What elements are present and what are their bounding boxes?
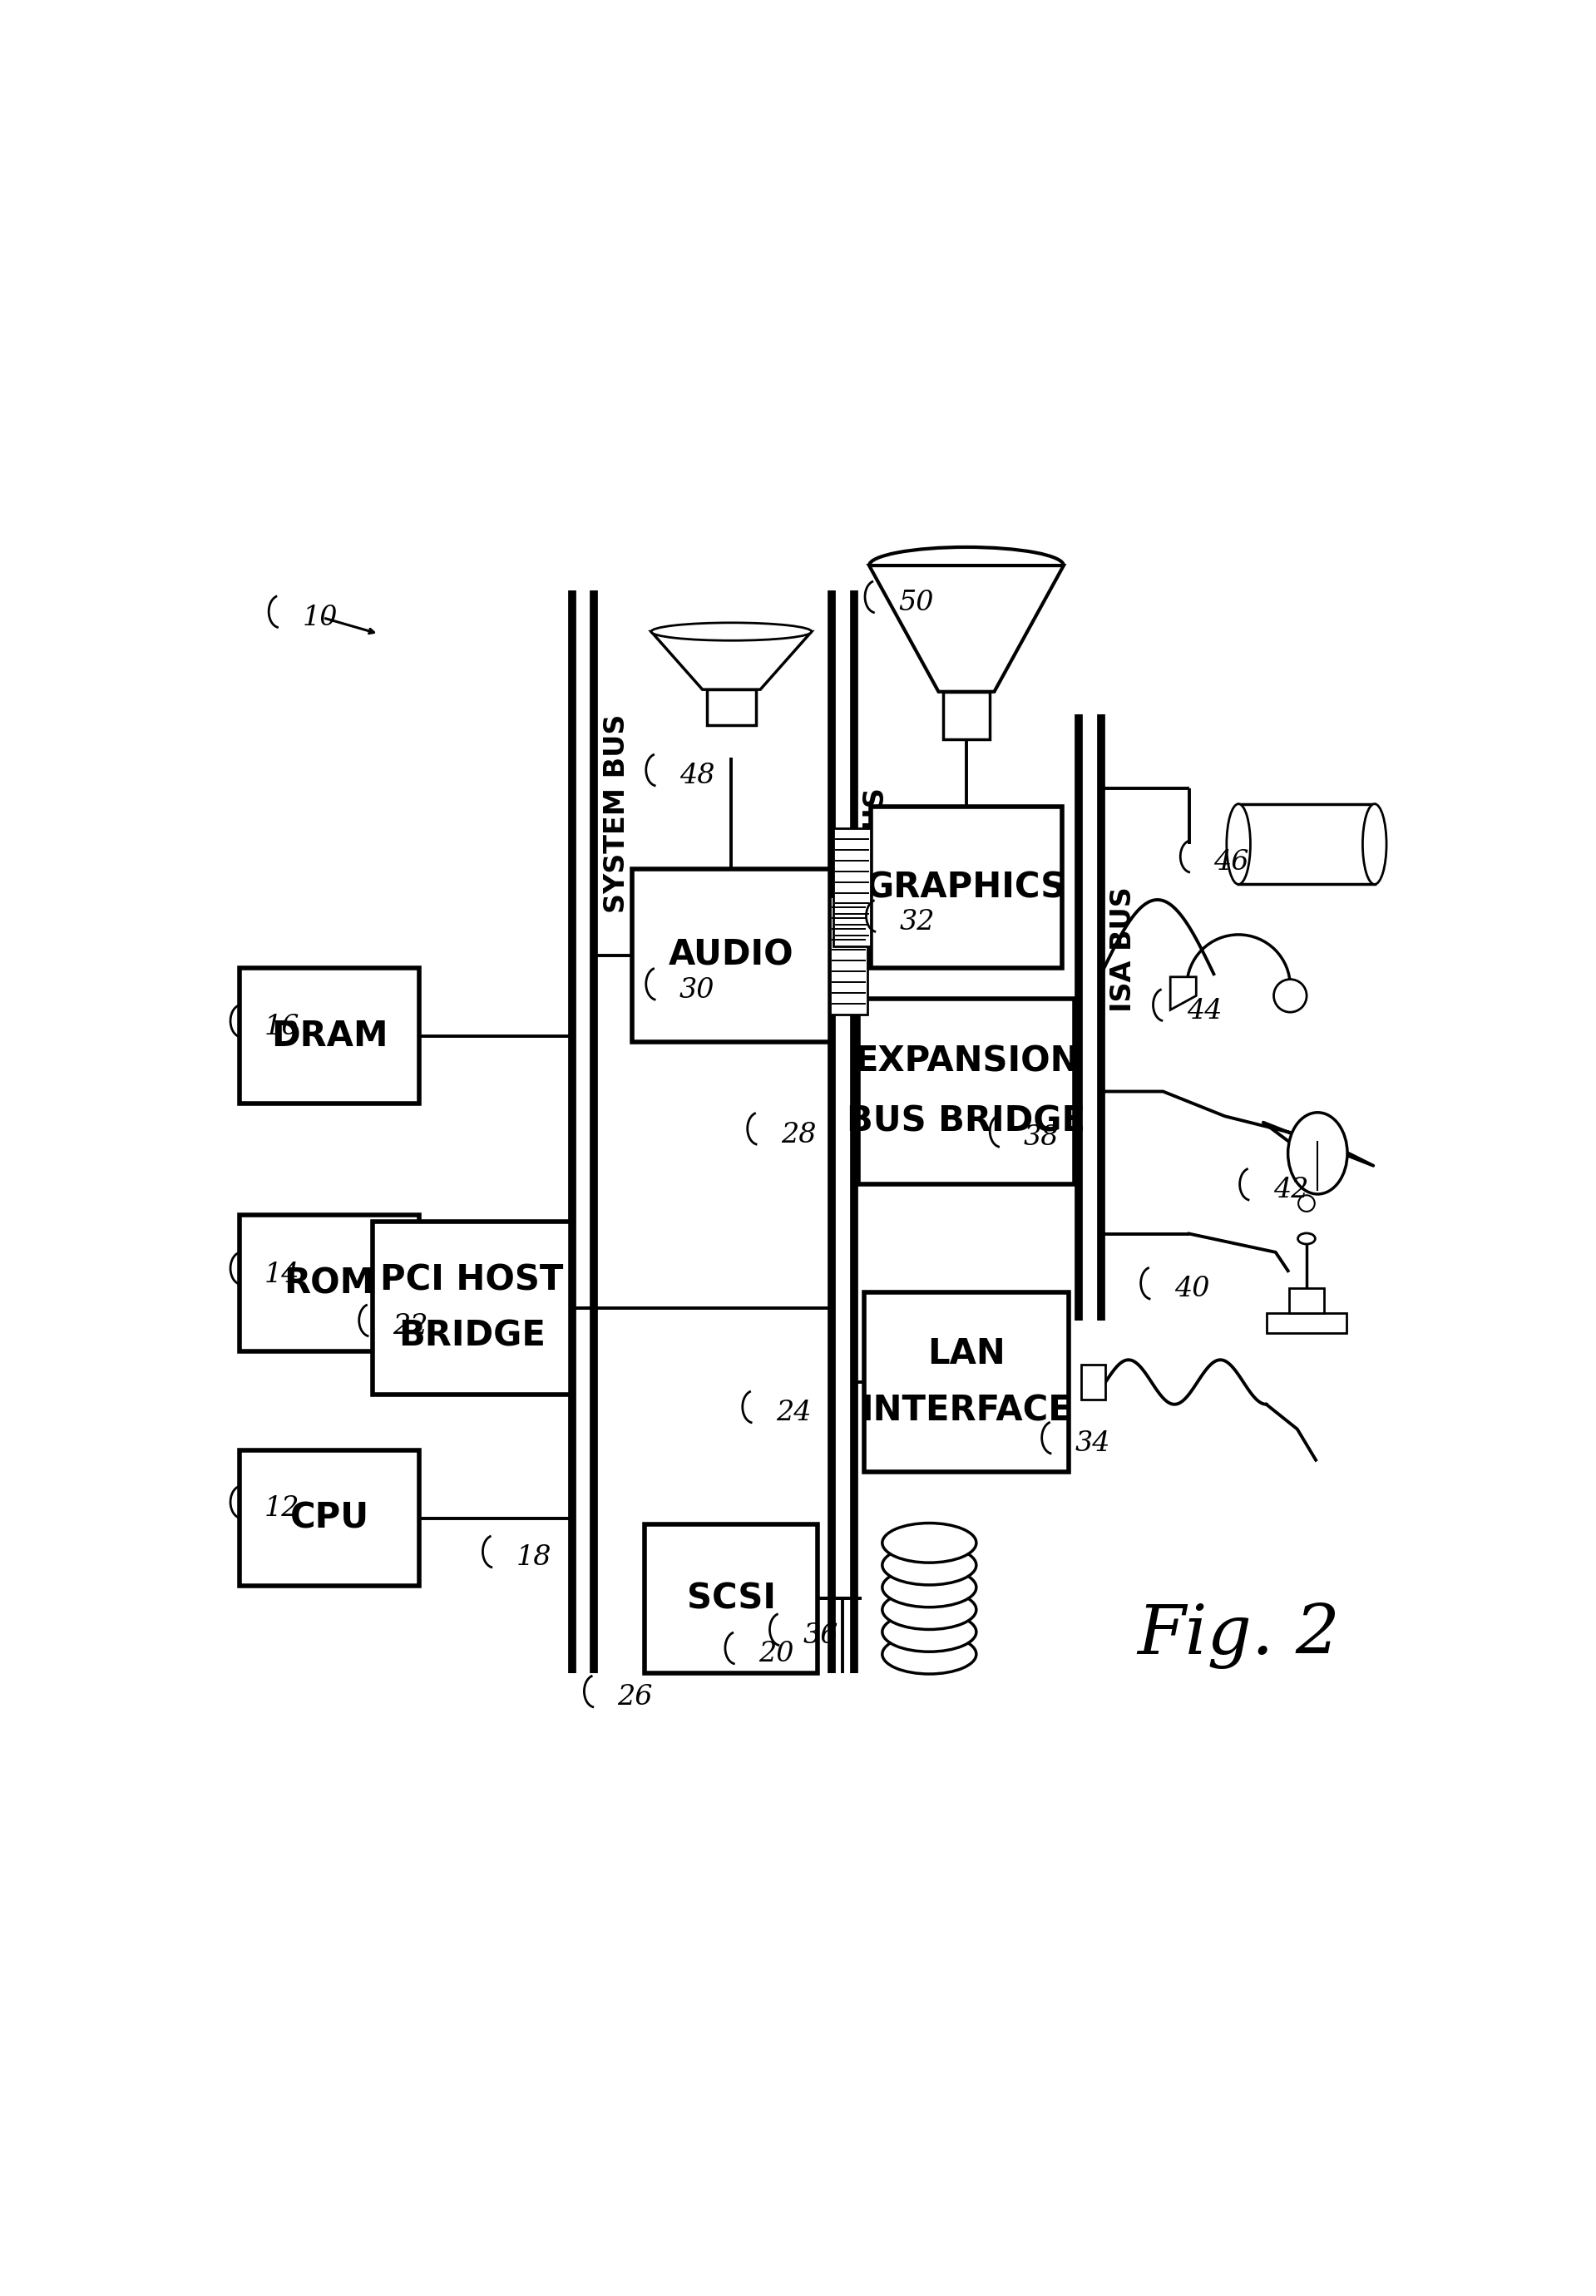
Ellipse shape	[883, 1568, 977, 1607]
Text: 10: 10	[302, 604, 337, 631]
Text: PCI HOST: PCI HOST	[380, 1263, 563, 1297]
Bar	[373, 1221, 571, 1394]
Text: 24: 24	[776, 1401, 811, 1426]
Ellipse shape	[883, 1612, 977, 1651]
Text: 12: 12	[263, 1495, 298, 1522]
Text: 22: 22	[393, 1313, 428, 1341]
Text: BUS BRIDGE: BUS BRIDGE	[847, 1104, 1085, 1139]
Text: 32: 32	[900, 909, 935, 934]
Text: 48: 48	[680, 762, 715, 790]
Text: 14: 14	[263, 1261, 298, 1288]
Text: 38: 38	[1023, 1125, 1058, 1150]
Text: 30: 30	[680, 976, 715, 1003]
Ellipse shape	[651, 622, 811, 641]
Text: AUDIO: AUDIO	[669, 939, 793, 974]
Text: BRIDGE: BRIDGE	[397, 1318, 546, 1352]
Text: PCI BUS: PCI BUS	[862, 788, 891, 912]
Bar	[833, 829, 870, 946]
Text: 18: 18	[516, 1545, 552, 1570]
Text: 42: 42	[1274, 1178, 1309, 1203]
Polygon shape	[870, 565, 1063, 691]
Ellipse shape	[1298, 1233, 1315, 1244]
Text: SYSTEM BUS: SYSTEM BUS	[603, 714, 630, 914]
Text: ROM: ROM	[284, 1265, 375, 1300]
Text: 40: 40	[1175, 1277, 1210, 1302]
Ellipse shape	[883, 1589, 977, 1630]
Bar	[943, 691, 990, 739]
Text: EXPANSION: EXPANSION	[854, 1045, 1079, 1079]
Ellipse shape	[883, 1545, 977, 1584]
Text: 16: 16	[263, 1015, 298, 1040]
Text: 28: 28	[780, 1120, 816, 1148]
Text: ISA BUS: ISA BUS	[1109, 886, 1138, 1013]
Text: 36: 36	[803, 1623, 838, 1649]
Text: Fig. 2: Fig. 2	[1136, 1603, 1341, 1669]
Text: LAN: LAN	[927, 1336, 1005, 1371]
Bar	[1080, 1364, 1106, 1398]
Ellipse shape	[883, 1522, 977, 1564]
Bar	[632, 868, 830, 1042]
Bar	[239, 1215, 420, 1350]
Bar	[865, 1293, 1068, 1472]
Ellipse shape	[1227, 804, 1250, 884]
Text: 50: 50	[899, 590, 934, 615]
Bar	[239, 1451, 420, 1587]
Circle shape	[1299, 1196, 1315, 1212]
Text: 34: 34	[1076, 1430, 1111, 1458]
Ellipse shape	[883, 1635, 977, 1674]
Bar	[1267, 1313, 1345, 1332]
Bar	[707, 689, 757, 726]
Circle shape	[1274, 980, 1307, 1013]
Bar	[1238, 804, 1374, 884]
Bar	[859, 999, 1074, 1185]
Bar	[645, 1525, 817, 1674]
Text: 44: 44	[1186, 999, 1223, 1024]
Bar	[1290, 1288, 1323, 1313]
Ellipse shape	[1288, 1114, 1347, 1194]
Bar	[870, 806, 1063, 969]
Polygon shape	[1170, 976, 1195, 1010]
Text: GRAPHICS: GRAPHICS	[867, 870, 1066, 905]
Polygon shape	[651, 631, 811, 689]
Bar	[239, 969, 420, 1104]
Text: 20: 20	[758, 1642, 793, 1667]
Text: CPU: CPU	[290, 1502, 369, 1536]
Text: INTERFACE: INTERFACE	[860, 1394, 1073, 1428]
Bar	[830, 898, 868, 1015]
Text: 46: 46	[1213, 850, 1250, 877]
Ellipse shape	[1363, 804, 1387, 884]
Text: DRAM: DRAM	[271, 1019, 388, 1054]
Text: SCSI: SCSI	[686, 1582, 776, 1616]
Text: 26: 26	[618, 1685, 653, 1711]
